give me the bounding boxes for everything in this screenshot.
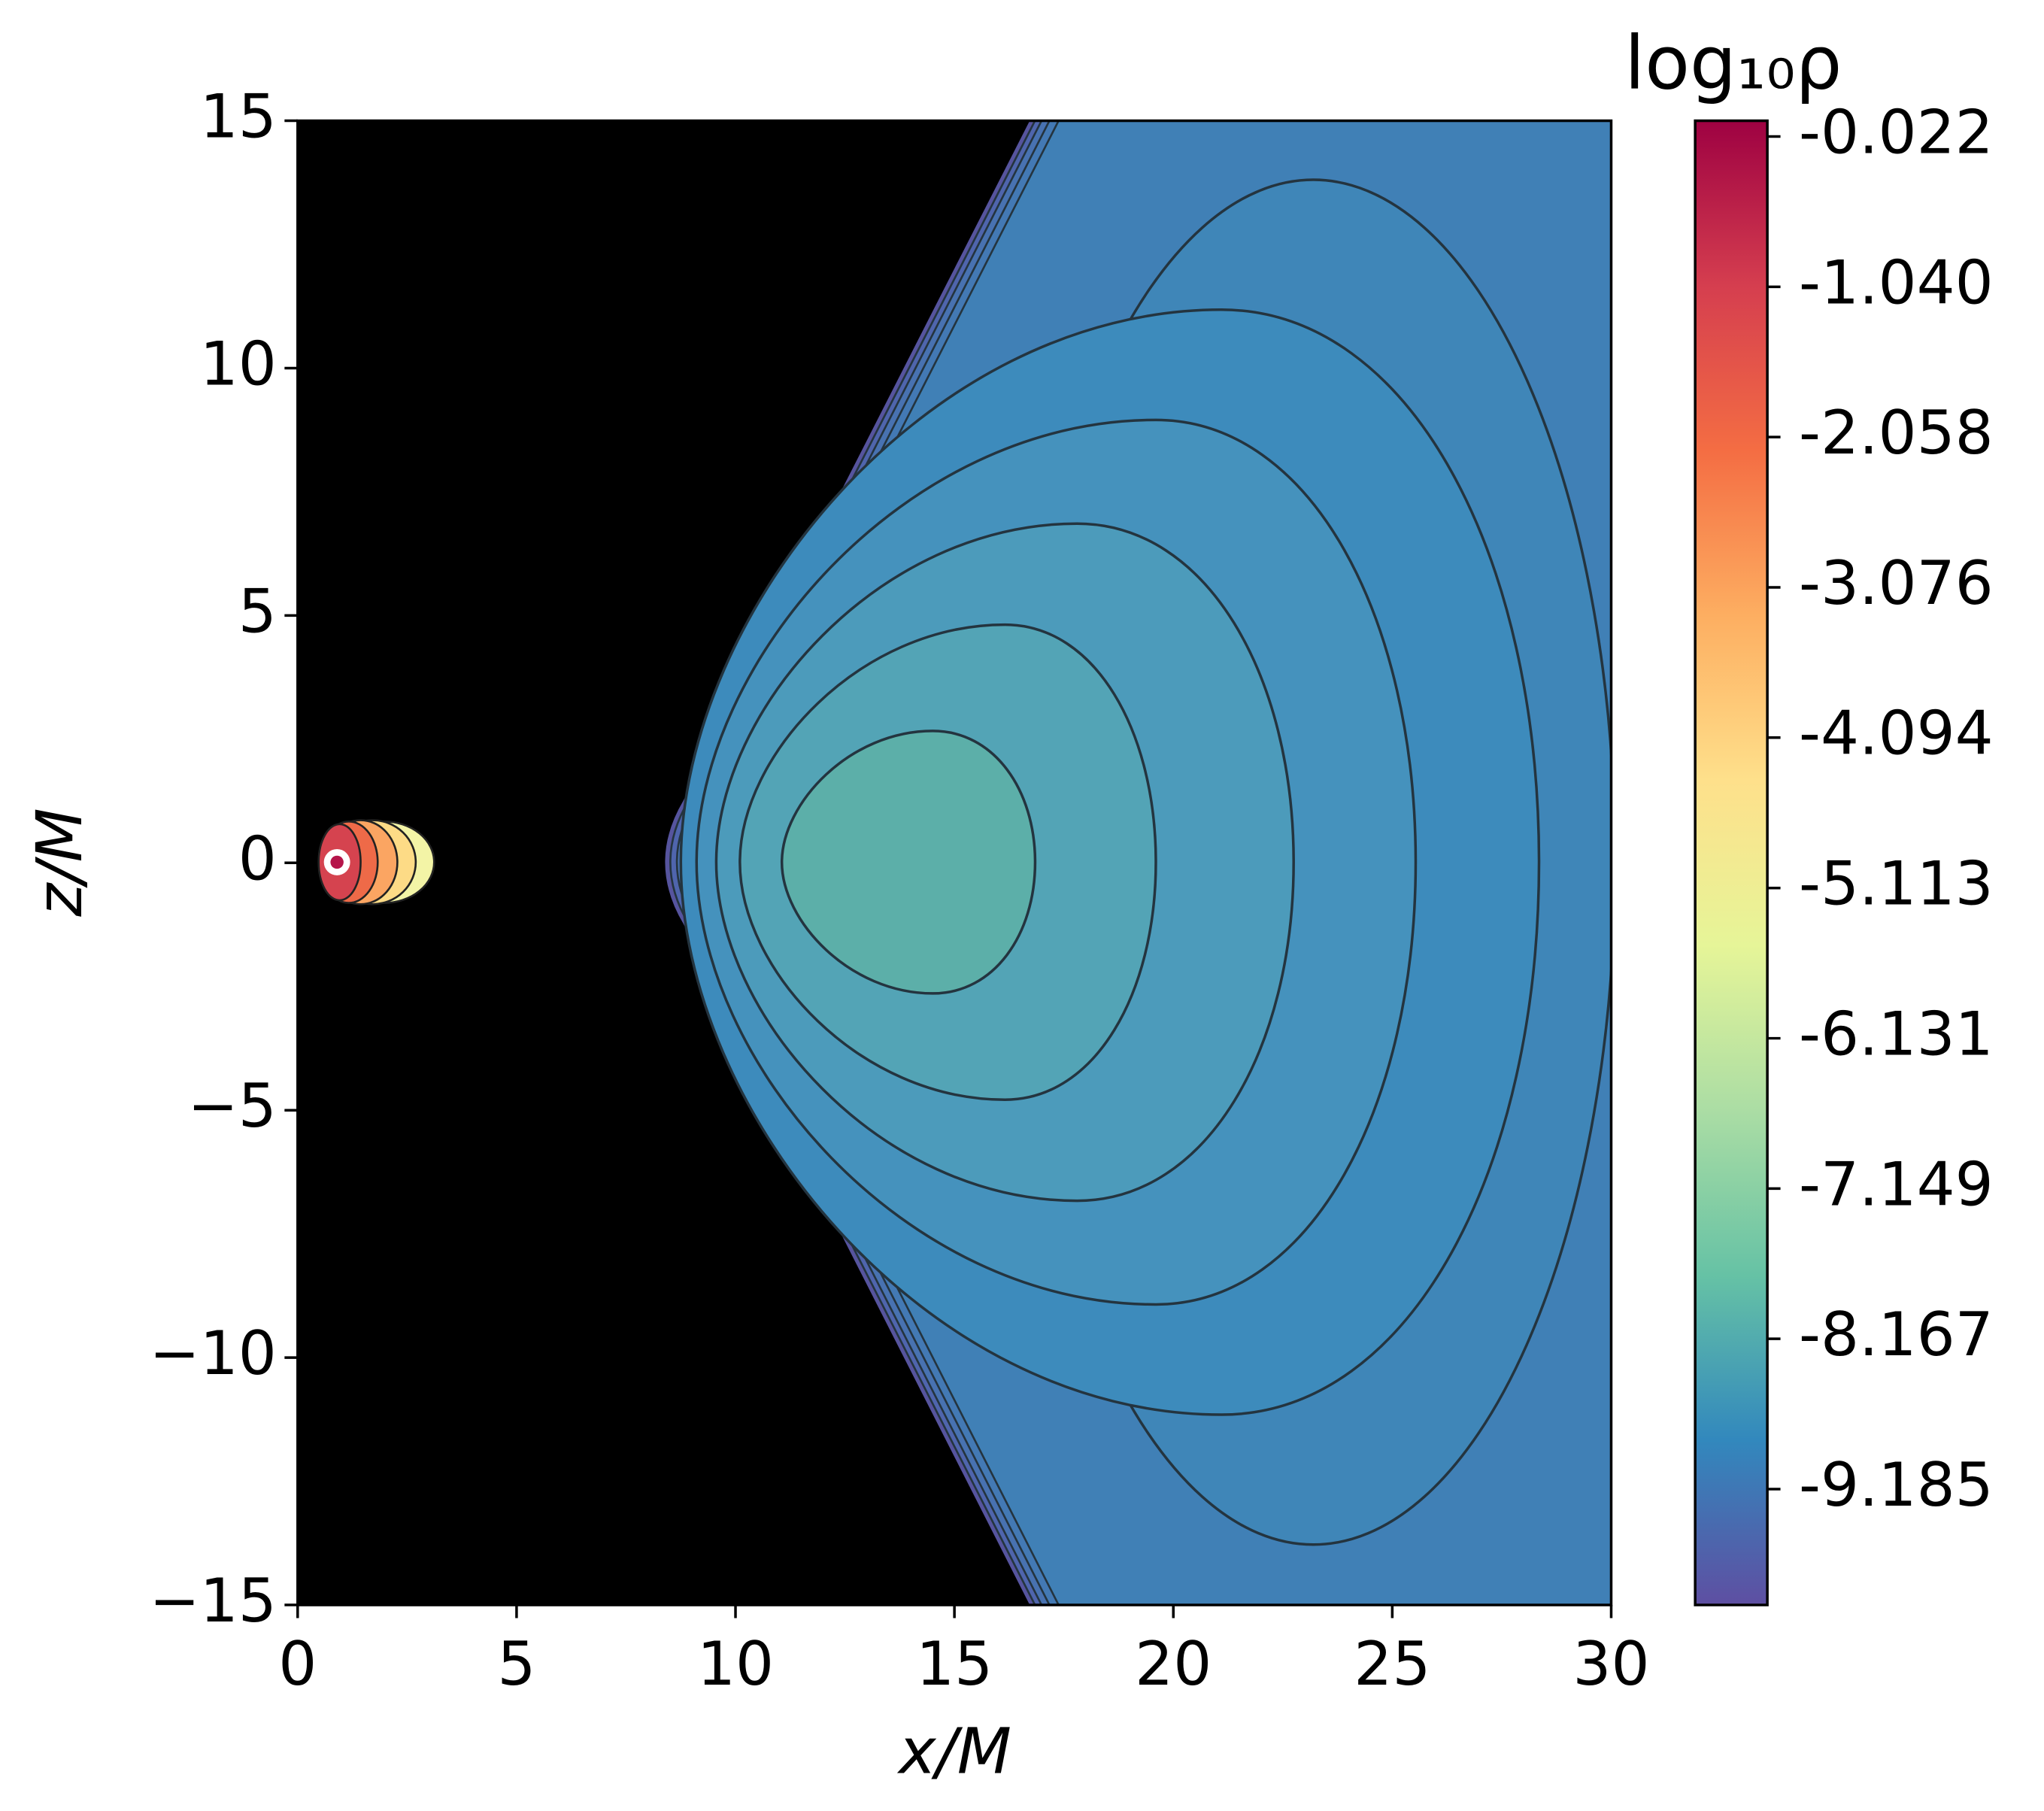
- contour-fill: [780, 730, 1037, 995]
- colorbar-title: log₁₀ρ: [1624, 21, 1842, 107]
- colorbar-tick-label: -2.058: [1799, 398, 1994, 468]
- x-tick-label: 5: [497, 1629, 535, 1699]
- x-tick-label: 15: [916, 1629, 993, 1699]
- x-tick-label: 25: [1354, 1629, 1430, 1699]
- y-tick-label: 0: [238, 824, 277, 893]
- colorbar-tick-label: -0.022: [1799, 98, 1994, 168]
- x-axis-label: x/M: [896, 1715, 1011, 1788]
- y-tick-label: −15: [150, 1566, 277, 1636]
- colorbar-tick-label: -1.040: [1799, 247, 1994, 317]
- colorbar-tick-label: -5.113: [1799, 849, 1994, 919]
- y-tick-label: −5: [188, 1071, 277, 1141]
- colorbar-tick-label: -4.094: [1799, 699, 1994, 769]
- colorbar: [1694, 119, 1769, 1606]
- y-tick-label: 15: [200, 82, 277, 152]
- colorbar-tick-label: -3.076: [1799, 548, 1994, 618]
- x-tick-label: 0: [278, 1629, 317, 1699]
- y-tick-label: 10: [200, 329, 277, 399]
- x-tick-label: 20: [1135, 1629, 1212, 1699]
- y-tick-label: −10: [150, 1318, 277, 1388]
- colorbar-tick-label: -9.185: [1799, 1450, 1994, 1520]
- inner-core: [330, 855, 344, 869]
- y-tick-label: 5: [238, 576, 277, 646]
- colorbar-tick-label: -7.149: [1799, 1149, 1994, 1219]
- x-tick-label: 30: [1572, 1629, 1649, 1699]
- density-field: [317, 120, 1612, 1606]
- colorbar-tick-label: -8.167: [1799, 1300, 1994, 1370]
- y-axis-label: z/M: [23, 808, 96, 917]
- x-tick-label: 10: [697, 1629, 774, 1699]
- colorbar-tick-label: -6.131: [1799, 1000, 1994, 1069]
